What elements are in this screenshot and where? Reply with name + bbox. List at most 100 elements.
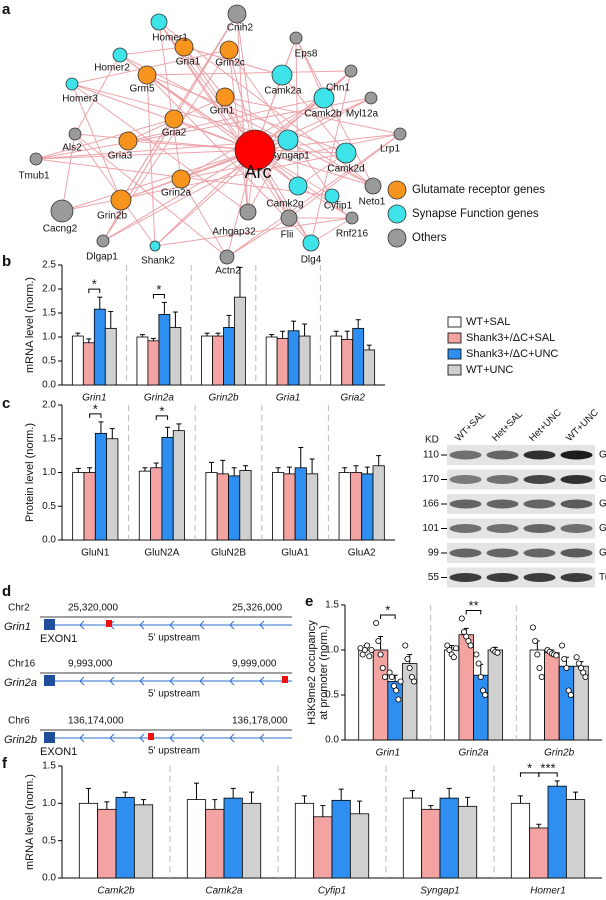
gene-label: Arhgap32 bbox=[212, 227, 256, 238]
y-tick-label: 0.0 bbox=[42, 873, 56, 884]
edge bbox=[102, 97, 372, 242]
bar bbox=[331, 799, 351, 879]
strand-arrow bbox=[79, 733, 85, 743]
coord-end: 136,178,000 bbox=[232, 716, 288, 727]
blot-band bbox=[486, 450, 519, 460]
bar bbox=[283, 473, 296, 541]
bar bbox=[349, 472, 363, 541]
legend-swatch bbox=[387, 228, 407, 248]
legend-label: Shank3+/ΔC+SAL bbox=[466, 332, 555, 344]
strand-arrow bbox=[169, 676, 175, 686]
bar bbox=[212, 335, 224, 386]
y-tick-label: 1.0 bbox=[325, 645, 339, 656]
protein-label: GluA1 bbox=[599, 523, 606, 534]
bar bbox=[83, 472, 96, 541]
x-tick-label: Grin2a bbox=[458, 748, 488, 759]
edge bbox=[146, 74, 347, 154]
significance-bracket bbox=[538, 772, 558, 777]
gene-node bbox=[149, 240, 161, 252]
bar bbox=[265, 336, 278, 386]
edge bbox=[158, 21, 256, 151]
significance-label: * bbox=[93, 401, 98, 416]
blot-band bbox=[560, 450, 593, 460]
gene-label: Grin2a bbox=[161, 188, 191, 199]
edge bbox=[183, 46, 283, 76]
kd-label: KD bbox=[425, 435, 439, 446]
y-tick-label: 1.0 bbox=[42, 467, 56, 478]
bar bbox=[565, 799, 586, 879]
data-point bbox=[375, 638, 382, 645]
chromosome: Chr16 bbox=[8, 659, 36, 670]
data-point bbox=[404, 656, 411, 663]
strand-arrow bbox=[79, 620, 85, 630]
legend-swatch bbox=[447, 348, 462, 360]
data-point bbox=[563, 665, 570, 672]
blot-band bbox=[523, 548, 556, 558]
gene-node bbox=[219, 40, 239, 60]
protein-label: GluN2B bbox=[599, 499, 606, 510]
bar bbox=[228, 475, 241, 541]
center-node bbox=[234, 129, 276, 171]
legend-swatch bbox=[447, 316, 462, 328]
y-tick-label: 0.0 bbox=[42, 380, 56, 391]
y-tick-label: 0.5 bbox=[42, 835, 56, 846]
gene-node bbox=[344, 64, 358, 78]
legend-label: Others bbox=[412, 232, 447, 244]
bar bbox=[358, 649, 374, 741]
edge bbox=[288, 133, 401, 219]
panel-label: b bbox=[2, 253, 11, 270]
gene-name: Grin2a bbox=[4, 677, 37, 689]
edge bbox=[102, 118, 175, 242]
bar bbox=[223, 326, 235, 386]
gene-node bbox=[324, 188, 340, 204]
y-tick-label: 0.5 bbox=[325, 690, 339, 701]
bar bbox=[71, 335, 84, 386]
region-label: 5' upstream bbox=[148, 689, 200, 700]
edge bbox=[74, 133, 256, 151]
bar bbox=[330, 335, 343, 386]
panel-label: d bbox=[2, 583, 11, 600]
blot-band bbox=[486, 573, 519, 582]
bar bbox=[272, 472, 285, 541]
coord-start: 25,320,000 bbox=[68, 603, 118, 614]
edge bbox=[236, 13, 256, 151]
bar bbox=[361, 473, 374, 541]
legend-swatch bbox=[447, 332, 462, 344]
blot-band bbox=[523, 499, 556, 509]
bar bbox=[147, 340, 160, 386]
significance-label: ** bbox=[468, 598, 478, 613]
gene-node bbox=[68, 127, 82, 141]
gene-label: Camk2g bbox=[266, 199, 303, 210]
bar bbox=[341, 338, 354, 386]
kd-value: 101 bbox=[422, 523, 439, 534]
gene-node bbox=[164, 109, 184, 129]
strand-arrow bbox=[199, 620, 205, 630]
gene-label: Grin2c bbox=[215, 58, 244, 69]
edge bbox=[127, 97, 325, 142]
blot-band bbox=[560, 524, 593, 533]
bar bbox=[306, 473, 319, 541]
protein-label: GluA2 bbox=[599, 548, 606, 559]
legend-label: Glutamate receptor genes bbox=[412, 184, 545, 196]
bar bbox=[510, 802, 531, 879]
data-point bbox=[393, 687, 400, 694]
gene-label: Neto1 bbox=[359, 197, 386, 208]
edge bbox=[254, 149, 374, 187]
bar bbox=[234, 296, 246, 386]
bar bbox=[473, 674, 489, 741]
y-tick-label: 1.0 bbox=[42, 332, 56, 343]
blot-band bbox=[486, 548, 519, 558]
significance-label: * bbox=[156, 282, 161, 297]
bar bbox=[349, 813, 370, 879]
edge bbox=[120, 13, 238, 201]
gene-node bbox=[110, 189, 132, 211]
target-region bbox=[282, 676, 288, 683]
bar bbox=[104, 327, 117, 386]
exon bbox=[44, 675, 55, 686]
edge bbox=[71, 83, 249, 213]
strand-arrow bbox=[259, 620, 265, 630]
edge bbox=[295, 37, 299, 187]
coord-start: 136,174,000 bbox=[68, 716, 124, 727]
bar bbox=[239, 470, 252, 541]
